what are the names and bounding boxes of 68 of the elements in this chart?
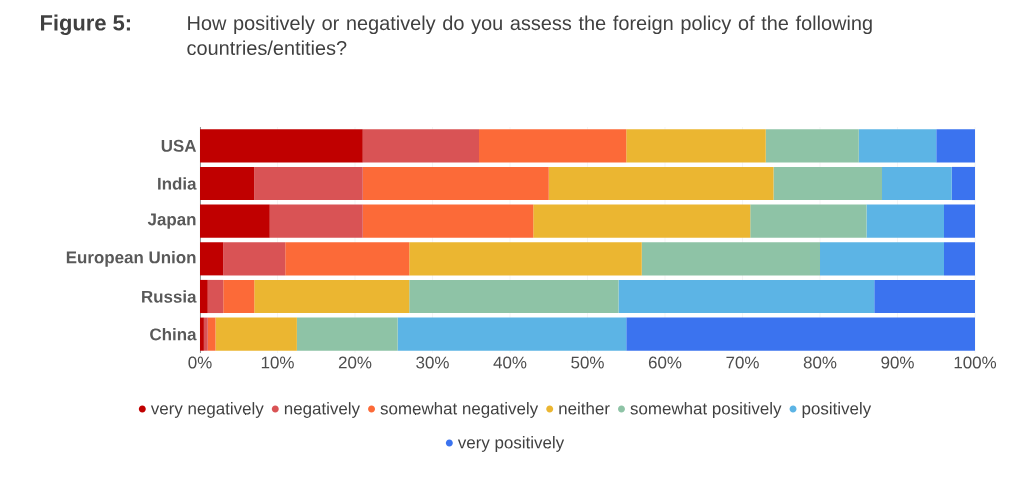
bar <box>203 317 208 351</box>
legend-label: negatively <box>284 402 360 418</box>
x-tick-label: 0% <box>188 356 212 369</box>
bar <box>936 129 976 163</box>
bar <box>750 204 867 238</box>
bar <box>820 242 945 276</box>
bar <box>254 279 410 314</box>
y-tick-label: Russia <box>142 290 197 303</box>
bar <box>773 166 883 201</box>
y-tick-label: India <box>158 177 197 190</box>
legend-label: very positively <box>457 436 565 452</box>
y-tick-label: USA <box>161 139 197 152</box>
bar <box>951 166 976 201</box>
x-tick-label: 20% <box>338 356 372 369</box>
bar <box>882 166 952 201</box>
legend-label: somewhat negatively <box>380 402 539 418</box>
bar <box>285 242 410 276</box>
x-tick-label: 10% <box>261 356 294 369</box>
bar <box>409 279 619 314</box>
bar <box>618 279 875 314</box>
bar <box>200 129 363 163</box>
bar <box>409 242 642 276</box>
bar <box>200 242 224 276</box>
bar <box>548 166 774 201</box>
bar <box>626 129 766 163</box>
bar <box>397 317 627 351</box>
chart-title: Figure 5: <box>41 14 130 36</box>
legend-label: positively <box>802 402 872 418</box>
bar <box>479 129 627 163</box>
y-tick-label: European Union <box>66 250 196 267</box>
x-tick-label: 40% <box>493 356 527 369</box>
bar <box>641 242 821 276</box>
bar <box>200 166 255 201</box>
bar <box>944 242 976 276</box>
legend-label: very negatively <box>150 402 264 418</box>
bar <box>296 317 398 351</box>
x-tick-label: 50% <box>571 356 604 369</box>
x-tick-label: 90% <box>881 356 914 369</box>
bar <box>200 204 270 238</box>
bar <box>858 129 937 163</box>
x-tick-label: 30% <box>416 356 449 369</box>
bar <box>223 242 286 276</box>
x-tick-label: 80% <box>803 356 837 369</box>
bar <box>944 204 976 238</box>
bar <box>866 204 945 238</box>
bar <box>223 279 255 314</box>
bar <box>200 317 204 351</box>
bar <box>362 129 480 163</box>
bar <box>200 279 208 314</box>
bar <box>874 279 976 314</box>
x-tick-label: 60% <box>648 356 682 369</box>
bar <box>207 317 216 351</box>
x-tick-label: 100% <box>954 356 997 369</box>
bar <box>362 204 534 238</box>
bar <box>215 317 297 351</box>
chart-subtitle: How positively or negatively do you assess the foreign policy of the following countries/entities? <box>187 15 872 56</box>
y-tick-label: Japan <box>147 213 196 229</box>
legend-label: somewhat positively <box>630 402 782 418</box>
legend-label: neither <box>559 402 610 415</box>
y-tick-label: China <box>150 327 197 341</box>
bar <box>207 279 224 314</box>
bar <box>269 204 363 238</box>
bar <box>626 317 976 351</box>
bar <box>533 204 751 238</box>
bar <box>765 129 859 163</box>
x-tick-label: 70% <box>726 356 759 369</box>
bar <box>362 166 549 201</box>
bar <box>254 166 363 201</box>
